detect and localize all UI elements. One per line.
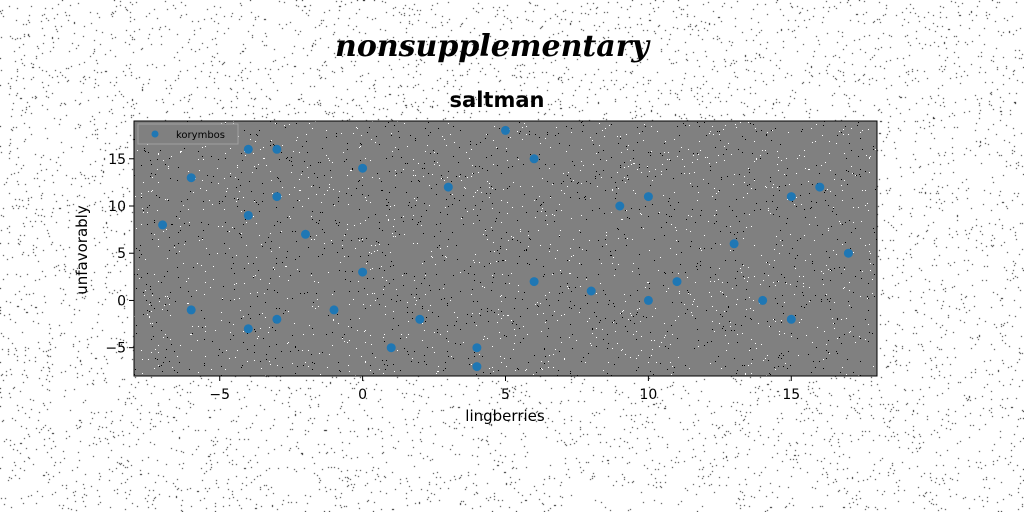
data-point <box>672 277 682 287</box>
x-tick-label: −5 <box>209 387 230 403</box>
data-points <box>158 125 853 372</box>
data-point <box>158 220 168 230</box>
data-point <box>243 144 253 154</box>
data-point <box>329 305 339 315</box>
chart-suptitle: nonsupplementary <box>335 29 652 64</box>
data-point <box>358 267 368 277</box>
y-tick-label: 5 <box>117 246 126 262</box>
x-tick-label: 0 <box>358 387 367 403</box>
legend-marker <box>151 130 159 138</box>
data-point <box>272 144 282 154</box>
x-tick-label: 15 <box>782 387 800 403</box>
data-point <box>272 192 282 202</box>
y-axis-label: unfavorably <box>73 205 91 295</box>
legend: korymbos <box>137 123 239 145</box>
data-point <box>415 314 425 324</box>
data-point <box>501 125 510 135</box>
data-point <box>615 201 625 211</box>
data-point <box>529 277 539 287</box>
data-point <box>243 210 253 220</box>
x-axis-ticks: −5 0 5 10 15 <box>209 376 800 403</box>
legend-label: korymbos <box>176 130 225 141</box>
data-point <box>272 314 282 324</box>
y-tick-label: 10 <box>108 199 126 215</box>
data-point <box>186 305 196 315</box>
data-point <box>186 173 196 183</box>
data-point <box>786 314 796 324</box>
data-point <box>643 192 653 202</box>
y-tick-label: 15 <box>108 152 126 168</box>
data-point <box>358 163 368 173</box>
data-point <box>758 295 768 305</box>
data-point <box>643 295 653 305</box>
data-point <box>443 182 453 192</box>
legend-box <box>137 123 239 145</box>
y-tick-label: −5 <box>105 341 126 357</box>
data-point <box>301 229 310 239</box>
data-point <box>815 182 825 192</box>
data-point <box>786 192 796 202</box>
x-tick-label: 10 <box>639 387 657 403</box>
data-point <box>472 362 482 372</box>
plot-area <box>134 121 877 376</box>
data-point <box>843 248 853 258</box>
data-point <box>386 343 396 353</box>
data-point <box>243 324 253 334</box>
data-point <box>586 286 596 296</box>
chart-title: saltman <box>450 88 545 112</box>
data-point <box>529 154 539 164</box>
y-tick-label: 0 <box>117 293 126 309</box>
data-point <box>729 239 739 249</box>
x-axis-label: lingberries <box>465 407 545 425</box>
x-tick-label: 5 <box>501 387 510 403</box>
data-point <box>472 343 482 353</box>
y-axis-ticks: −5 0 5 10 15 <box>105 152 134 357</box>
